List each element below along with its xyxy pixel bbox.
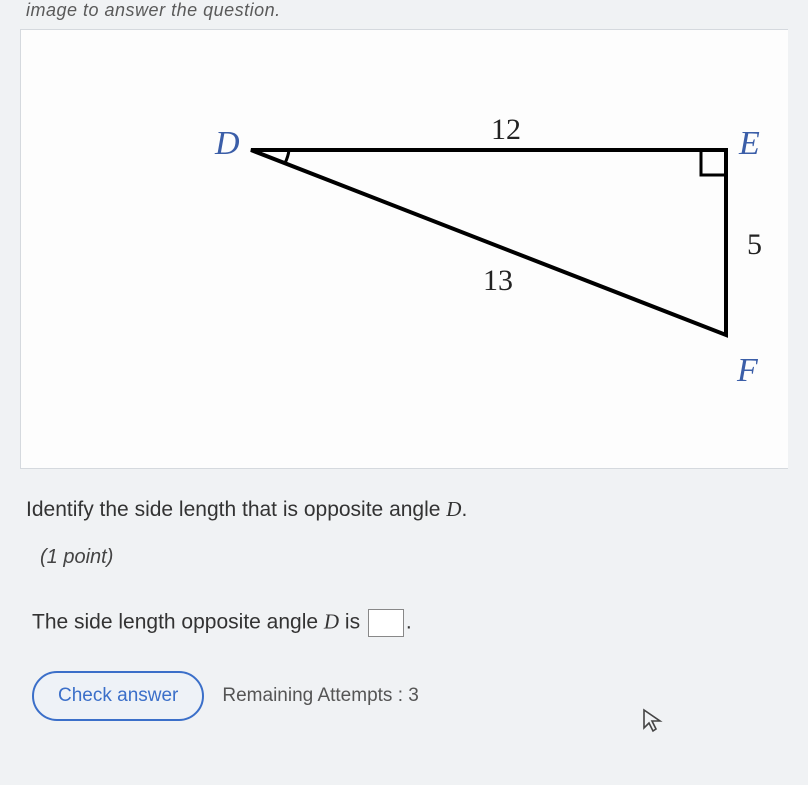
side-label-ef: 5 (747, 228, 762, 262)
vertex-label-d: D (215, 125, 240, 163)
answer-period: . (406, 611, 412, 634)
answer-input[interactable] (368, 609, 404, 637)
side-label-df: 13 (483, 264, 513, 298)
remaining-attempts: Remaining Attempts : 3 (222, 685, 418, 707)
answer-suffix: is (339, 611, 366, 634)
triangle-diagram: D E F 12 5 13 (20, 29, 788, 469)
check-answer-button[interactable]: Check answer (32, 671, 204, 721)
vertex-label-f: F (737, 352, 758, 390)
prompt-var: D (446, 497, 461, 521)
answer-var: D (324, 610, 339, 634)
right-angle-marker (701, 150, 726, 175)
header-fragment: image to answer the question. (26, 0, 788, 21)
prompt-prefix: Identify the side length that is opposit… (26, 498, 446, 521)
prompt-suffix: . (461, 498, 467, 521)
answer-line: The side length opposite angle D is . (32, 609, 788, 637)
triangle-shape (251, 150, 726, 335)
side-label-de: 12 (491, 113, 521, 147)
question-prompt: Identify the side length that is opposit… (26, 497, 788, 522)
vertex-label-e: E (739, 125, 760, 163)
points-label: (1 point) (40, 546, 788, 569)
triangle-svg (21, 30, 801, 470)
answer-prefix: The side length opposite angle (32, 611, 324, 634)
